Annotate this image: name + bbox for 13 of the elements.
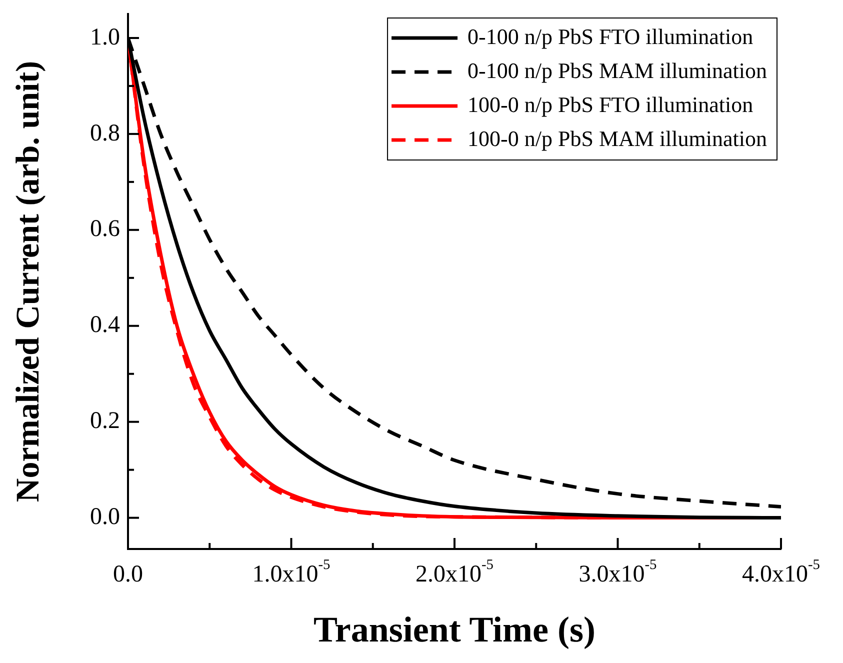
legend-label: 100-0 n/p PbS MAM illumination [468,126,768,151]
legend-label: 0-100 n/p PbS FTO illumination [468,24,754,49]
y-tick-label: 0.0 [90,504,120,530]
y-tick-label: 0.8 [90,120,120,146]
y-tick-label: 0.4 [90,312,120,338]
legend-label: 100-0 n/p PbS FTO illumination [468,92,754,117]
x-tick-label: 0.0 [113,561,143,588]
legend-label: 0-100 n/p PbS MAM illumination [468,58,768,83]
y-axis-title: Normalized Current (arb. unit) [10,60,47,502]
y-tick-label: 1.0 [90,24,120,50]
y-tick-label: 0.6 [90,216,120,242]
y-tick-label: 0.2 [90,408,120,434]
x-axis-title: Transient Time (s) [313,609,596,650]
